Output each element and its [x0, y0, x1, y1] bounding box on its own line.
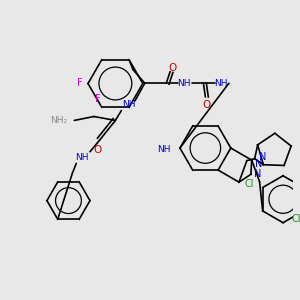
Text: Cl: Cl [244, 178, 254, 189]
Text: NH: NH [122, 100, 136, 109]
Text: NH: NH [75, 153, 89, 162]
Text: N: N [255, 159, 262, 169]
Text: NH: NH [214, 79, 228, 88]
Text: F: F [77, 79, 83, 88]
Text: O: O [94, 145, 102, 155]
Text: N: N [254, 169, 261, 179]
Text: N: N [259, 152, 266, 162]
Text: O: O [202, 100, 211, 110]
Text: NH₂: NH₂ [50, 116, 67, 125]
Text: F: F [95, 94, 100, 104]
Text: NH: NH [158, 146, 171, 154]
Text: Cl: Cl [292, 214, 300, 224]
Text: NH: NH [177, 79, 190, 88]
Text: O: O [168, 63, 176, 73]
